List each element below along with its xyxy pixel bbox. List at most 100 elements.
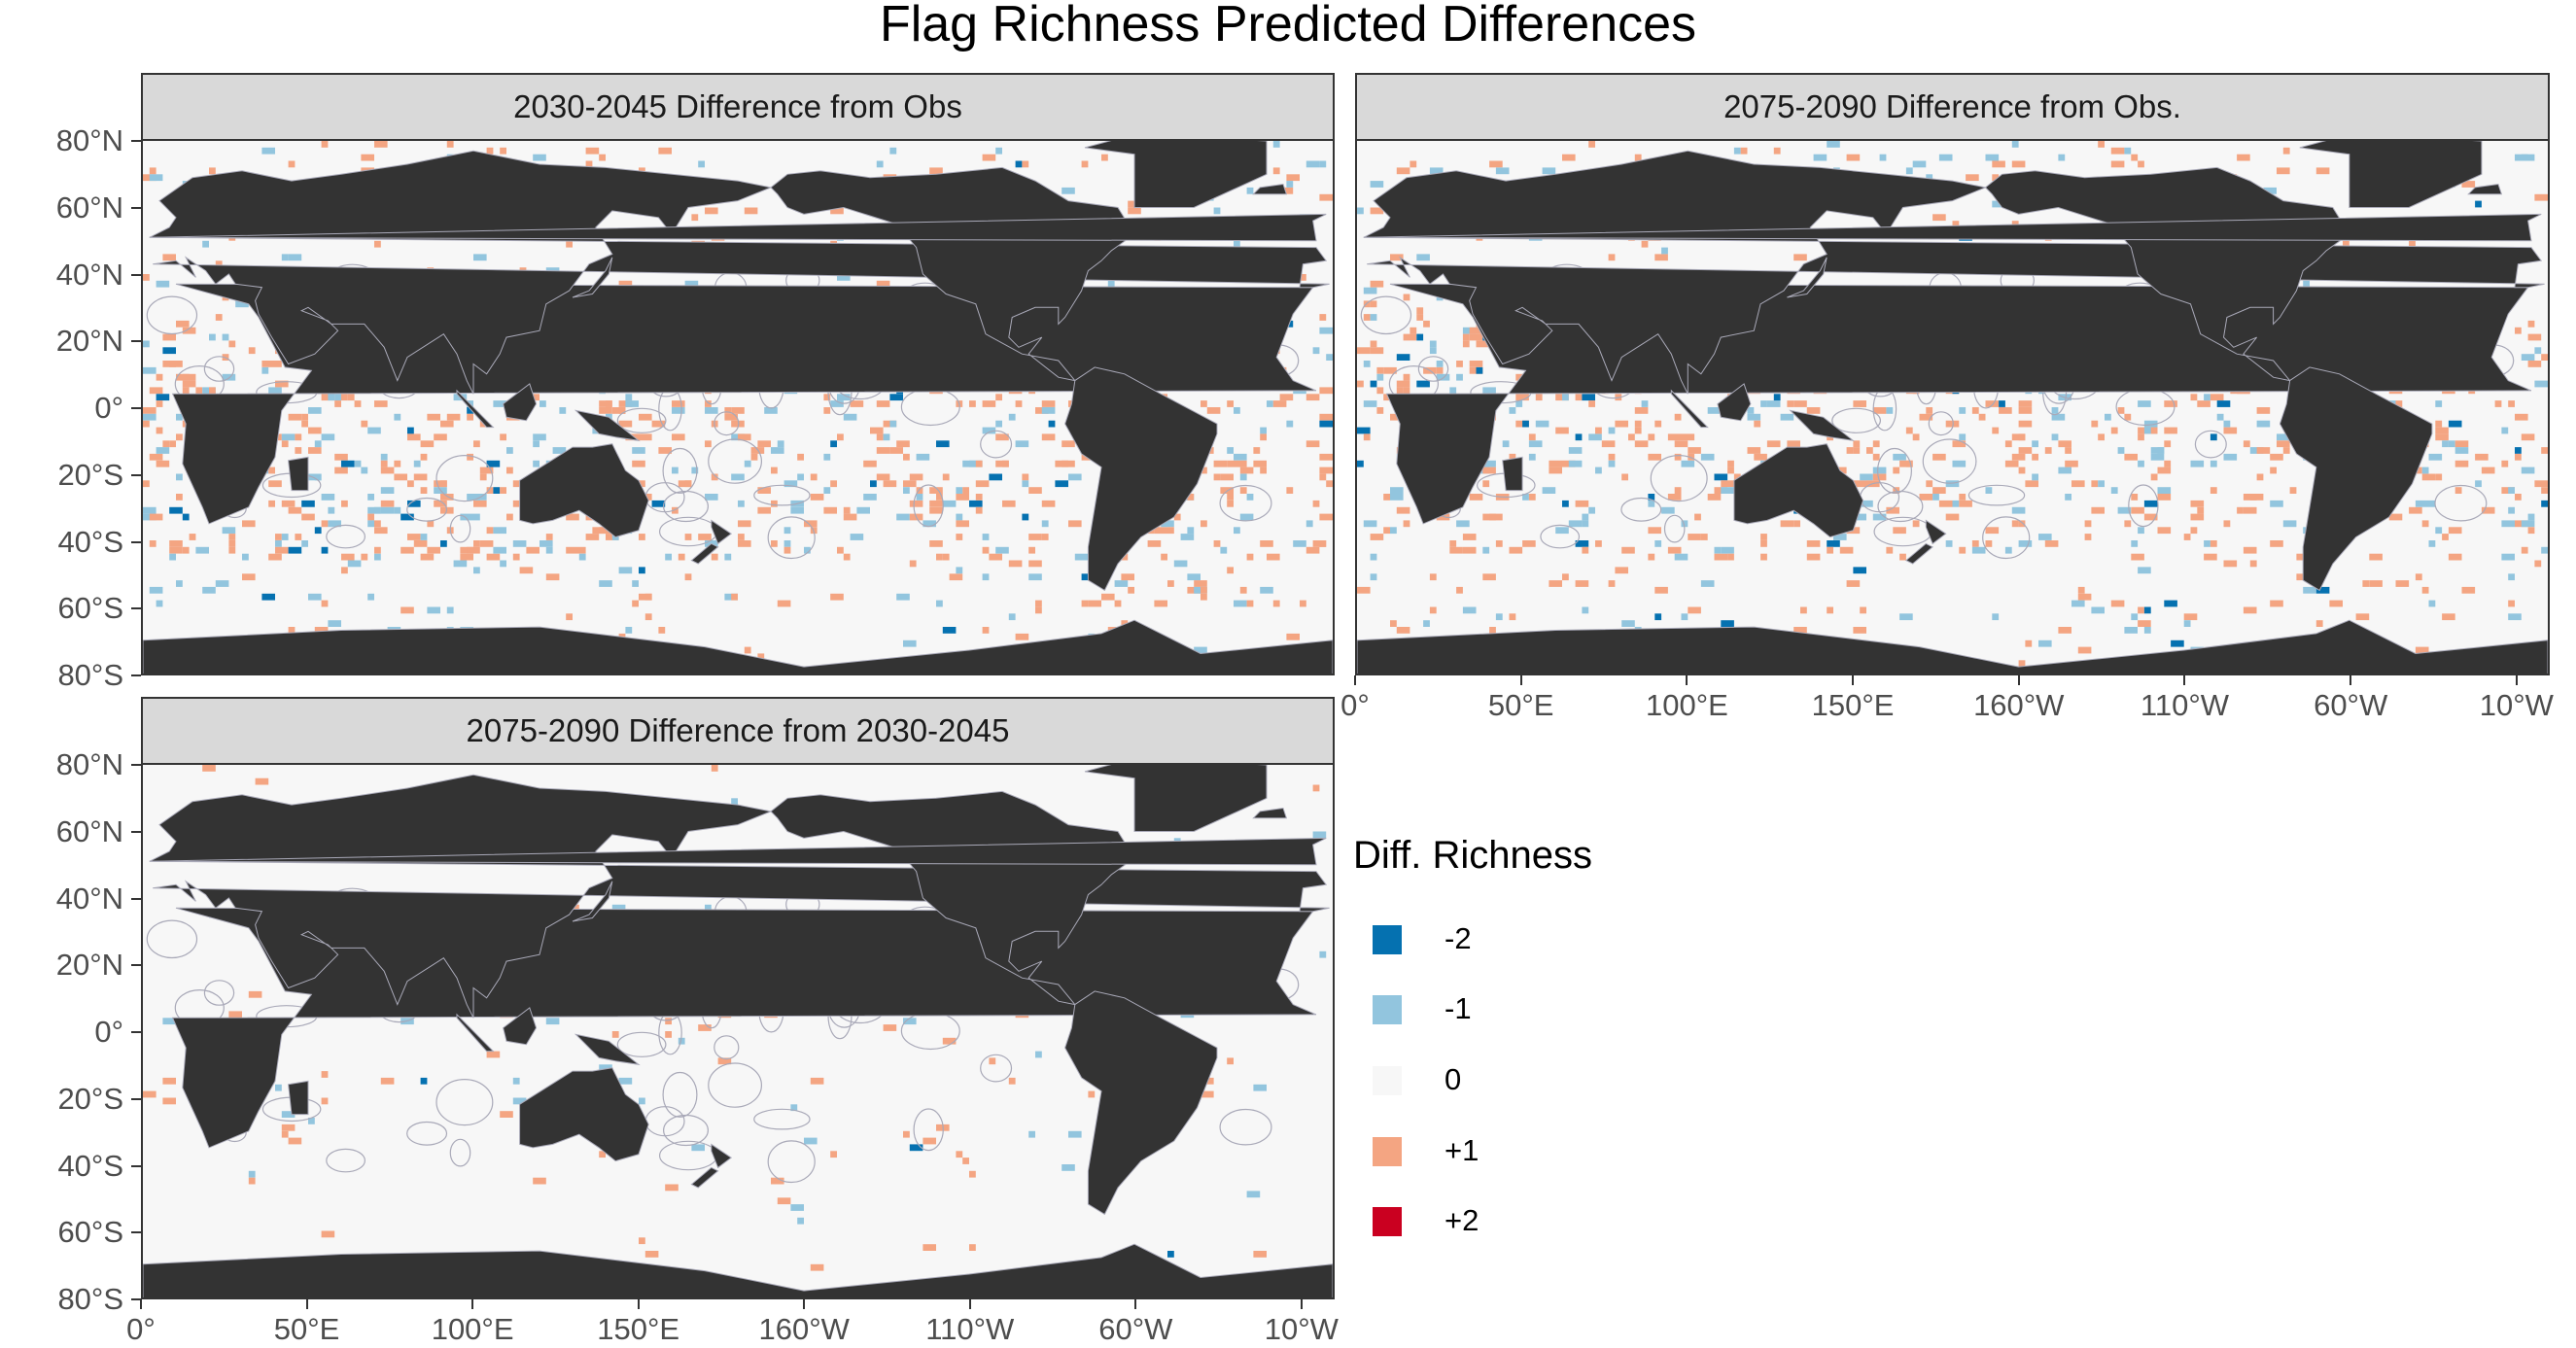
diff-cell xyxy=(639,433,652,441)
diff-cell xyxy=(2077,586,2085,594)
diff-cell xyxy=(1575,540,1589,547)
diff-cell xyxy=(810,473,818,481)
diff-cell xyxy=(1416,380,1430,388)
diff-cell xyxy=(275,1084,282,1091)
diff-cell xyxy=(1022,473,1029,481)
diff-cell xyxy=(771,500,778,507)
diff-cell xyxy=(1945,480,1960,488)
diff-cell xyxy=(1608,460,1616,467)
diff-cell xyxy=(308,447,322,454)
diff-cell xyxy=(1469,333,1483,341)
diff-cell xyxy=(1509,407,1516,414)
diff-cell xyxy=(1239,467,1254,474)
diff-cell xyxy=(248,990,262,998)
diff-cell xyxy=(1905,460,1913,467)
legend-key xyxy=(1373,1207,1402,1236)
diff-cell xyxy=(1945,540,1953,547)
diff-cell xyxy=(1357,460,1364,467)
diff-cell xyxy=(922,1137,936,1145)
diff-cell xyxy=(1114,580,1129,587)
landmass xyxy=(1252,183,1288,195)
diff-cell xyxy=(321,600,329,607)
diff-cell xyxy=(308,407,322,414)
diff-cell xyxy=(1853,627,1866,634)
diff-cell xyxy=(705,494,718,501)
landmass xyxy=(503,1007,538,1046)
diff-cell xyxy=(2110,487,2118,494)
diff-cell xyxy=(1654,420,1662,428)
diff-cell xyxy=(1396,380,1410,388)
diff-cell xyxy=(1234,460,1247,467)
diff-cell xyxy=(731,798,738,806)
diff-cell xyxy=(420,487,428,494)
x-tick-label: 150°E xyxy=(597,1312,680,1346)
diff-cell xyxy=(2223,520,2231,528)
diff-cell xyxy=(413,540,428,547)
diff-cell xyxy=(1462,606,1477,614)
diff-cell xyxy=(1813,154,1828,161)
diff-cell xyxy=(2110,160,2125,168)
diff-cell xyxy=(1002,460,1009,467)
diff-cell xyxy=(738,500,745,507)
diff-cell xyxy=(1595,467,1602,474)
diff-cell xyxy=(182,373,196,381)
diff-cell xyxy=(156,400,163,407)
landmass xyxy=(1252,807,1288,819)
diff-cell xyxy=(2534,560,2542,568)
diff-cell xyxy=(1999,407,2012,414)
diff-cell xyxy=(1509,613,1516,621)
diff-cell xyxy=(1549,460,1562,467)
diff-cell xyxy=(1008,413,1016,421)
diff-cell xyxy=(473,254,487,261)
y-tick-label: 20°N xyxy=(55,324,123,359)
diff-cell xyxy=(738,433,751,441)
diff-cell xyxy=(1667,433,1682,441)
diff-cell xyxy=(1482,480,1490,488)
diff-cell xyxy=(2448,527,2462,535)
diff-cell xyxy=(1107,280,1115,288)
diff-cell xyxy=(169,546,183,554)
diff-cell xyxy=(1482,573,1496,581)
diff-cell xyxy=(2124,147,2132,155)
diff-cell xyxy=(1423,320,1430,328)
diff-cell xyxy=(2117,506,2132,514)
map-area-2 xyxy=(1355,141,2550,675)
x-tick-label: 160°W xyxy=(1973,688,2065,722)
diff-cell xyxy=(394,460,401,467)
diff-cell xyxy=(2409,240,2416,248)
diff-cell xyxy=(2534,380,2548,388)
x-tick-label: 50°E xyxy=(1487,688,1554,722)
diff-cell xyxy=(1971,540,1979,547)
landmass xyxy=(149,150,1330,395)
diff-cell xyxy=(830,440,837,448)
diff-cell xyxy=(1528,494,1536,501)
diff-cell xyxy=(1760,534,1767,540)
diff-cell xyxy=(1938,500,1953,507)
diff-cell xyxy=(1893,453,1906,461)
diff-cell xyxy=(1201,1090,1214,1098)
diff-cell xyxy=(1721,487,1734,494)
diff-cell xyxy=(1648,553,1655,561)
diff-cell xyxy=(830,480,837,488)
diff-cell xyxy=(434,500,447,507)
diff-cell xyxy=(1462,340,1470,348)
diff-cell xyxy=(1588,506,1595,514)
diff-cell xyxy=(1121,573,1134,581)
diff-cell xyxy=(1272,600,1280,607)
diff-cell xyxy=(1694,513,1701,521)
diff-cell xyxy=(189,534,196,540)
diff-cell xyxy=(2435,527,2443,535)
diff-cell xyxy=(810,1263,824,1271)
diff-cell xyxy=(1654,540,1662,547)
diff-cell xyxy=(1621,546,1635,554)
diff-cell xyxy=(533,154,546,161)
diff-cell xyxy=(1055,460,1068,467)
diff-cell xyxy=(982,627,990,634)
diff-cell xyxy=(2270,600,2283,607)
eez-boundary xyxy=(2194,430,2227,459)
diff-cell xyxy=(1476,366,1483,374)
diff-cell xyxy=(2138,567,2151,574)
diff-cell xyxy=(823,506,837,514)
diff-cell xyxy=(632,460,645,467)
diff-cell xyxy=(916,494,923,501)
